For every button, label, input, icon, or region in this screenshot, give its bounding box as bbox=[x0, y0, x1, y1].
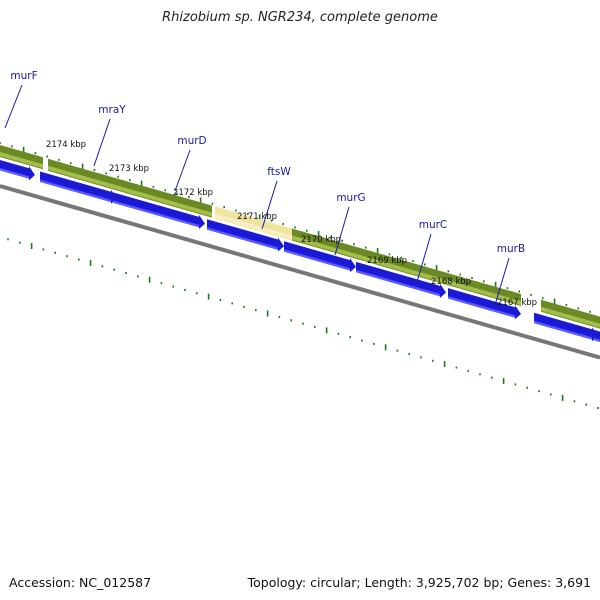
cds-arrow bbox=[534, 312, 592, 340]
gene-bar-shade bbox=[457, 282, 521, 306]
gene-bar-shade bbox=[292, 235, 457, 287]
cds-arrow-head bbox=[350, 258, 356, 273]
cds-arrow-head bbox=[440, 283, 446, 298]
backbone-line bbox=[0, 184, 600, 360]
cds-arrow bbox=[207, 219, 278, 250]
backbone bbox=[0, 184, 600, 360]
gene-bar-shade bbox=[215, 213, 292, 240]
scale-label: 2174 kbp bbox=[46, 140, 86, 150]
gene-label: murD bbox=[177, 135, 206, 147]
cds-arrow-head bbox=[199, 214, 205, 229]
cds-arrow-shade bbox=[113, 200, 199, 228]
labels: murF mraY murD ftsW murG murC murB 2174 kbp 2173… bbox=[4, 70, 537, 308]
cds-arrow bbox=[448, 288, 515, 318]
cds-arrow bbox=[284, 241, 350, 271]
gene-label: murG bbox=[336, 192, 365, 204]
scale-label: 2170 kbp bbox=[301, 235, 341, 245]
cds-arrow-shade bbox=[534, 320, 592, 340]
scale-label: 2172 kbp bbox=[173, 188, 213, 198]
cds-arrow bbox=[0, 160, 29, 179]
accession-text: Accession: NC_012587 bbox=[9, 575, 152, 590]
cds-arrow-head bbox=[278, 237, 284, 252]
cds-arrow bbox=[40, 171, 111, 202]
cds-arrows bbox=[0, 160, 600, 343]
gene-bars bbox=[0, 145, 600, 329]
gene-leader-line bbox=[494, 257, 510, 306]
gene-bar-shade bbox=[48, 165, 121, 191]
gene-bar-shade bbox=[121, 186, 212, 217]
gene-leader-line bbox=[4, 84, 23, 129]
scale-label: 2167 kbp bbox=[497, 298, 537, 308]
scale-label: 2171 kbp bbox=[237, 212, 277, 222]
cds-arrow-shade bbox=[284, 249, 350, 271]
gene-leader-line bbox=[93, 118, 111, 167]
gene-bar-shade bbox=[0, 152, 43, 169]
gene-bar-shade bbox=[541, 306, 600, 328]
gene-label: murB bbox=[497, 243, 525, 255]
gene-leader-line bbox=[334, 206, 350, 256]
scale-label: 2169 kbp bbox=[367, 256, 407, 266]
cds-arrow bbox=[113, 192, 199, 227]
cds-arrow-shade bbox=[40, 179, 111, 203]
gene-leader-line bbox=[174, 149, 191, 192]
cds-arrow-shade bbox=[448, 296, 515, 318]
cds-arrow-shade bbox=[207, 227, 278, 251]
gene-leader-line bbox=[416, 233, 432, 283]
gene-leader-line bbox=[261, 180, 278, 230]
tick-marks bbox=[0, 142, 599, 410]
cds-arrow-head bbox=[515, 305, 521, 320]
cds-arrow-head bbox=[29, 166, 35, 181]
scale-label: 2173 kbp bbox=[109, 164, 149, 174]
gene-label: mraY bbox=[98, 104, 126, 116]
map-title: Rhizobium sp. NGR234, complete genome bbox=[162, 10, 438, 25]
gene-label: murC bbox=[419, 219, 448, 231]
cds-arrow-shade bbox=[594, 337, 600, 343]
cds-arrow-shade bbox=[356, 269, 440, 297]
gene-label: murF bbox=[10, 70, 37, 82]
cds-arrow-shade bbox=[0, 168, 29, 179]
gene-label: ftsW bbox=[267, 166, 291, 178]
scale-label: 2168 kbp bbox=[431, 277, 471, 287]
cds-arrow bbox=[356, 261, 440, 296]
genome-summary-text: Topology: circular; Length: 3,925,702 bp… bbox=[247, 575, 591, 590]
